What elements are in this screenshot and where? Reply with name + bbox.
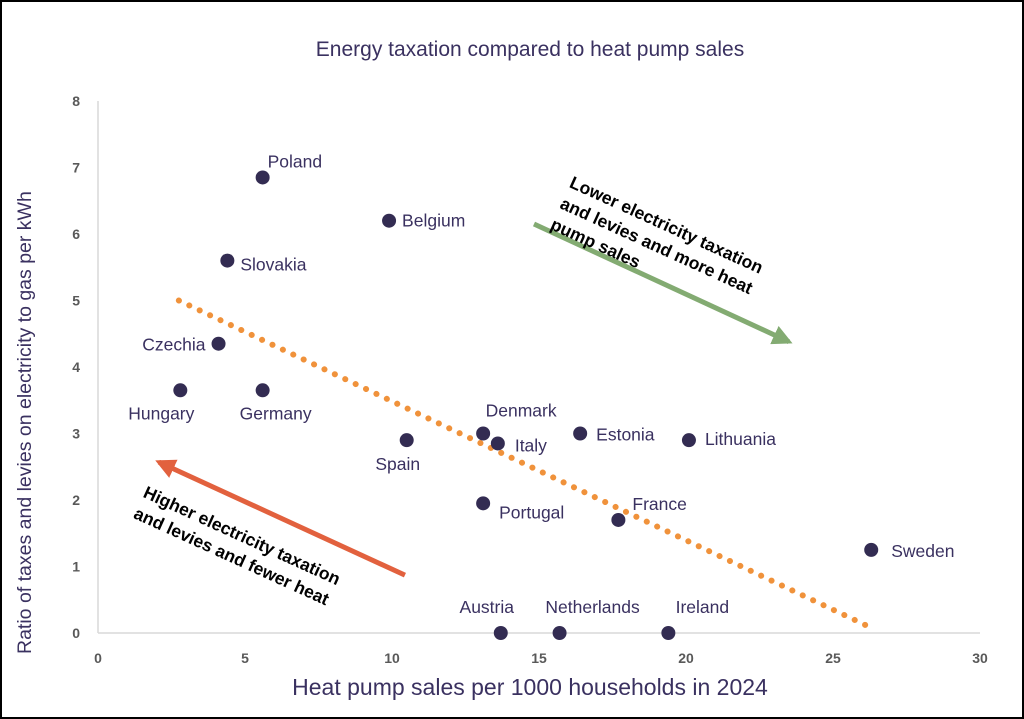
x-tick-label-25: 25 [825, 650, 841, 666]
data-point-sweden [864, 542, 879, 557]
data-point-label-denmark: Denmark [486, 401, 557, 421]
data-point-spain [399, 433, 414, 448]
x-tick-label-0: 0 [94, 650, 102, 666]
data-point-label-austria: Austria [460, 597, 515, 617]
data-point-poland [255, 170, 270, 185]
x-tick-label-5: 5 [241, 650, 249, 666]
data-point-label-italy: Italy [515, 435, 547, 455]
data-point-label-hungary: Hungary [128, 403, 194, 423]
data-point-label-estonia: Estonia [596, 425, 655, 445]
data-point-austria [493, 626, 508, 640]
data-point-label-belgium: Belgium [402, 211, 465, 231]
annotation-text-lower: Lower electricity taxationand levies and… [548, 172, 767, 319]
data-point-label-lithuania: Lithuania [705, 429, 776, 449]
data-point-netherlands [552, 626, 567, 640]
data-point-label-poland: Poland [268, 151, 323, 171]
x-axis-title: Heat pump sales per 1000 households in 2… [292, 674, 768, 700]
x-tick-label-20: 20 [678, 650, 694, 666]
data-point-label-czechia: Czechia [142, 335, 205, 355]
annotation-arrow-lower [532, 221, 793, 345]
y-tick-label-2: 2 [72, 492, 80, 508]
data-point-lithuania [681, 433, 696, 448]
data-point-denmark [476, 426, 491, 441]
annotation-text-higher: Higher electricity taxationand levies an… [131, 482, 344, 610]
trendline [175, 297, 872, 630]
data-point-belgium [382, 213, 397, 228]
data-point-hungary [173, 383, 188, 398]
data-point-portugal [476, 496, 491, 511]
data-point-slovakia [220, 253, 235, 268]
data-point-label-sweden: Sweden [891, 541, 954, 561]
x-tick-label-15: 15 [531, 650, 547, 666]
data-point-france [611, 512, 626, 527]
x-tick-label-30: 30 [972, 650, 988, 666]
chart-title: Energy taxation compared to heat pump sa… [315, 38, 745, 61]
y-tick-label-5: 5 [72, 293, 80, 309]
data-point-czechia [211, 336, 226, 351]
x-tick-label-10: 10 [384, 650, 400, 666]
data-point-ireland [661, 626, 676, 640]
data-point-label-germany: Germany [240, 403, 312, 423]
data-point-label-slovakia: Slovakia [240, 255, 306, 275]
data-point-estonia [573, 426, 588, 441]
y-tick-label-1: 1 [72, 559, 80, 575]
annotation-arrow-higher [155, 459, 406, 578]
y-tick-label-4: 4 [72, 359, 80, 375]
y-tick-label-0: 0 [72, 625, 80, 641]
data-point-label-netherlands: Netherlands [545, 597, 640, 617]
y-tick-label-7: 7 [72, 160, 80, 176]
y-tick-label-3: 3 [72, 426, 80, 442]
data-point-label-spain: Spain [375, 454, 420, 474]
data-point-label-portugal: Portugal [499, 502, 564, 522]
y-tick-label-6: 6 [72, 226, 80, 242]
data-point-label-ireland: Ireland [676, 597, 730, 617]
data-point-italy [490, 436, 505, 451]
data-point-germany [255, 383, 270, 398]
data-point-label-france: France [632, 494, 686, 514]
y-tick-label-8: 8 [72, 93, 80, 109]
